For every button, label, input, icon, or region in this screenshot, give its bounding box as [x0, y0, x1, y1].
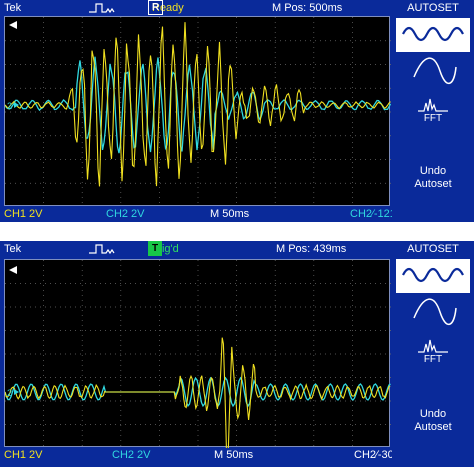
fft-label: FFT	[423, 354, 443, 365]
menu-title: AUTOSET	[407, 2, 459, 14]
ch1-scale: CH1 2V	[4, 208, 43, 220]
waveform-display[interactable]: 2	[4, 259, 391, 448]
svg-text:2: 2	[7, 388, 12, 398]
status-badge: T	[148, 241, 163, 256]
scope-panel-bottom: Tek T Trig'd M Pos: 439ms 2 CH1 2V CH2 2…	[0, 241, 474, 467]
single-cycle-button[interactable]	[396, 297, 470, 331]
ch2-trace	[5, 376, 391, 408]
fft-button[interactable]: FFT	[396, 94, 470, 128]
sine-single-icon	[413, 298, 457, 325]
trigger-waveform-icon	[88, 242, 116, 261]
status-bar: Tek T Trig'd M Pos: 439ms	[0, 241, 392, 257]
autoset-menu: AUTOSET FFT Undo Autoset	[392, 0, 474, 222]
ch1-trace	[5, 22, 391, 187]
graticule-grid	[5, 17, 391, 207]
menu-title: AUTOSET	[407, 243, 459, 255]
undo-autoset-button[interactable]: Undo Autoset	[414, 165, 452, 190]
waveform-display[interactable]: 2	[4, 16, 391, 207]
separator	[0, 222, 474, 241]
ch1-scale: CH1 2V	[4, 449, 43, 461]
multi-cycle-button[interactable]	[396, 18, 470, 52]
status-text: Ready	[152, 2, 184, 14]
single-cycle-button[interactable]	[396, 56, 470, 90]
ch2-scale: CH2 2V	[112, 449, 151, 461]
ch2-scale: CH2 2V	[106, 208, 145, 220]
scope-panel-top: Tek R Ready M Pos: 500ms 2 CH1 2V CH2 2V…	[0, 0, 474, 222]
readout-bar: CH1 2V CH2 2V M 50ms CH2∕-30.3mV	[0, 447, 419, 463]
brand-label: Tek	[4, 2, 22, 14]
sine-single-icon	[413, 57, 457, 84]
horizontal-position: M Pos: 500ms	[272, 2, 343, 14]
fft-spectrum-icon	[418, 98, 448, 112]
graticule-grid	[5, 260, 391, 448]
waveform-graticule: 2	[5, 260, 391, 448]
horizontal-position: M Pos: 439ms	[276, 243, 347, 255]
fft-spectrum-icon	[418, 339, 448, 353]
autoset-menu: AUTOSET FFT Undo Autoset	[392, 241, 474, 467]
channel-marker-icon: 2	[7, 388, 19, 398]
status-badge: R	[148, 0, 164, 15]
readout-bar: CH1 2V CH2 2V M 50ms CH2∕-121mV	[0, 206, 412, 222]
trigger-position-icon	[9, 266, 17, 274]
fft-label: FFT	[423, 113, 443, 124]
status-bar: Tek R Ready M Pos: 500ms	[0, 0, 392, 16]
acquisition-status: T Trig'd	[148, 241, 179, 257]
svg-text:2: 2	[7, 101, 12, 111]
timebase: M 50ms	[214, 449, 254, 461]
waveform-graticule: 2	[5, 17, 391, 207]
trigger-waveform-icon	[88, 1, 116, 20]
acquisition-status: R Ready	[148, 0, 184, 16]
channel-marker-icon: 2	[7, 101, 19, 111]
trigger-position-icon	[9, 21, 17, 29]
ch1-trace	[5, 337, 391, 448]
undo-autoset-button[interactable]: Undo Autoset	[414, 408, 452, 433]
multi-cycle-button[interactable]	[396, 259, 470, 293]
sine-multi-icon	[402, 26, 464, 42]
fft-button[interactable]: FFT	[396, 335, 470, 369]
timebase: M 50ms	[210, 208, 250, 220]
brand-label: Tek	[4, 243, 22, 255]
sine-multi-icon	[402, 267, 464, 283]
